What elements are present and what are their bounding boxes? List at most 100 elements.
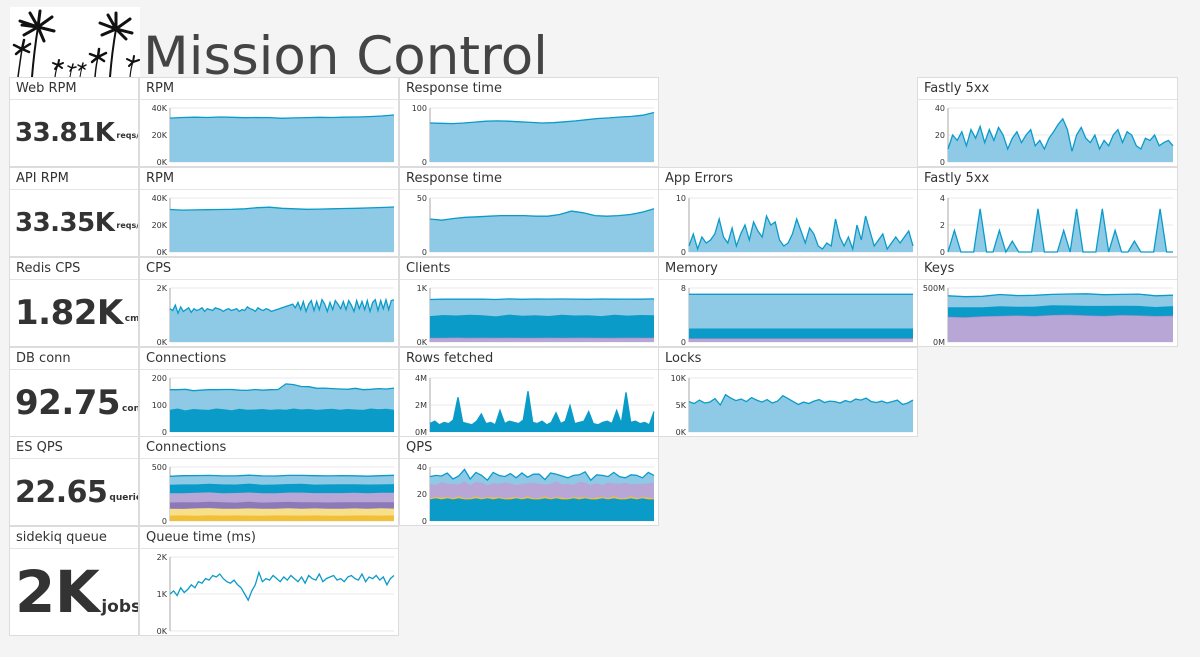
y-tick-label: 0M (933, 338, 945, 347)
y-tick-label: 50 (417, 194, 427, 203)
series-area (170, 475, 394, 485)
api-rpm-chart: 40K 20K 0K (152, 194, 395, 257)
stat-value: 1.82K (15, 293, 123, 333)
redis-clients-chart: 1K 0K (417, 284, 655, 347)
series-line (169, 570, 395, 602)
redis-keys-widget[interactable]: Keys 500M 0M (917, 257, 1178, 347)
redis-clients-widget[interactable]: Clients 1K 0K (399, 257, 659, 347)
widget-title: Response time (400, 78, 658, 100)
y-tick-label: 0 (940, 158, 945, 167)
y-tick-label: 0K (157, 248, 168, 257)
series-line (169, 507, 395, 510)
es-qps-chart-widget[interactable]: QPS 40 20 0 (399, 436, 659, 526)
series-line (169, 206, 395, 211)
series-area (170, 501, 394, 509)
series-area (430, 208, 654, 252)
stat-unit: conns (122, 404, 138, 414)
series-line (429, 111, 655, 125)
series-area (430, 298, 654, 317)
series-area (948, 314, 1173, 342)
series-area (430, 498, 654, 521)
series-line (947, 293, 1174, 298)
y-tick-label: 0 (422, 517, 427, 526)
api-response-time-chart: 50 0 (417, 194, 655, 257)
web-fastly-5xx-chart: 40 20 0 (935, 104, 1174, 167)
series-area (948, 293, 1173, 308)
y-tick-label: 0K (417, 338, 428, 347)
y-tick-label: 40K (152, 194, 168, 203)
widget-title: Web RPM (10, 78, 138, 100)
y-tick-label: 0 (681, 338, 686, 347)
y-tick-label: 0 (422, 248, 427, 257)
widget-title: App Errors (659, 168, 917, 190)
widget-title: Locks (659, 348, 917, 370)
series-area (948, 118, 1173, 162)
widget-title: RPM (140, 168, 398, 190)
series-line (170, 383, 395, 392)
y-tick-label: 500 (152, 463, 167, 472)
series-area (170, 492, 394, 503)
redis-cps-widget[interactable]: Redis CPS 1.82Kcmds (9, 257, 139, 347)
web-response-time-chart: 100 0 (412, 104, 655, 167)
y-tick-label: 4M (415, 374, 427, 383)
api-rpm-chart-widget[interactable]: RPM 40K 20K 0K (139, 167, 399, 257)
app-errors-widget[interactable]: App Errors 10 0 (658, 167, 918, 257)
series-area (689, 338, 913, 342)
sidekiq-queue-time-chart: 2K 1K 0K (157, 553, 395, 635)
widget-title: Keys (918, 258, 1177, 280)
y-tick-label: 1K (417, 284, 428, 293)
y-tick-label: 20 (417, 490, 427, 499)
web-response-time-widget[interactable]: Response time 100 0 (399, 77, 659, 167)
series-area (430, 391, 654, 432)
y-tick-label: 40 (417, 463, 427, 472)
y-tick-label: 0 (422, 158, 427, 167)
sidekiq-queue-widget[interactable]: sidekiq queue 2K jobs (9, 526, 139, 636)
series-area (430, 481, 654, 499)
redis-cps-chart-widget[interactable]: CPS 2K 0K (139, 257, 399, 347)
y-tick-label: 0K (676, 428, 687, 437)
es-qps-widget[interactable]: ES QPS 22.65queries (9, 436, 139, 526)
web-rpm-chart-widget[interactable]: RPM 40K 20K 0K (139, 77, 399, 167)
widget-title: Rows fetched (400, 348, 658, 370)
dashboard-title: Mission Control (143, 26, 548, 87)
series-line (169, 474, 395, 477)
redis-keys-chart: 500M 0M (923, 284, 1174, 347)
widget-title: Connections (140, 437, 398, 459)
sidekiq-queue-time-widget[interactable]: Queue time (ms) 2K 1K 0K (139, 526, 399, 636)
widget-title: sidekiq queue (10, 527, 138, 549)
series-line (947, 208, 1173, 254)
widget-title: Fastly 5xx (918, 78, 1177, 100)
widget-title: Fastly 5xx (918, 168, 1177, 190)
widget-title: Clients (400, 258, 658, 280)
y-tick-label: 40K (152, 104, 168, 113)
es-connections-widget[interactable]: Connections 500 0 (139, 436, 399, 526)
db-conn-widget[interactable]: DB conn 92.75conns (9, 347, 139, 437)
series-area (170, 515, 394, 521)
y-tick-label: 4 (940, 194, 945, 203)
y-tick-label: 8 (681, 284, 686, 293)
series-area (170, 383, 394, 411)
db-connections-widget[interactable]: Connections 200 100 0 (139, 347, 399, 437)
y-tick-label: 100 (412, 104, 427, 113)
y-tick-label: 2K (157, 284, 168, 293)
series-line (429, 298, 655, 301)
stat-value: 33.35K (15, 208, 115, 238)
series-line (169, 297, 395, 316)
widget-title: Redis CPS (10, 258, 138, 280)
db-rows-fetched-chart: 4M 2M 0M (415, 374, 655, 437)
y-tick-label: 20K (152, 131, 168, 140)
web-fastly-5xx-widget[interactable]: Fastly 5xx 40 20 0 (917, 77, 1178, 167)
db-locks-widget[interactable]: Locks 10K 5K 0K (658, 347, 918, 437)
y-tick-label: 0 (162, 428, 167, 437)
y-tick-label: 0M (415, 428, 427, 437)
api-response-time-widget[interactable]: Response time 50 0 (399, 167, 659, 257)
y-tick-label: 100 (152, 401, 167, 410)
series-area (430, 314, 654, 338)
series-area (430, 337, 654, 342)
fastly-5xx-widget[interactable]: Fastly 5xx 4 2 0 (917, 167, 1178, 257)
series-line (688, 393, 914, 407)
db-rows-fetched-widget[interactable]: Rows fetched 4M 2M 0M (399, 347, 659, 437)
